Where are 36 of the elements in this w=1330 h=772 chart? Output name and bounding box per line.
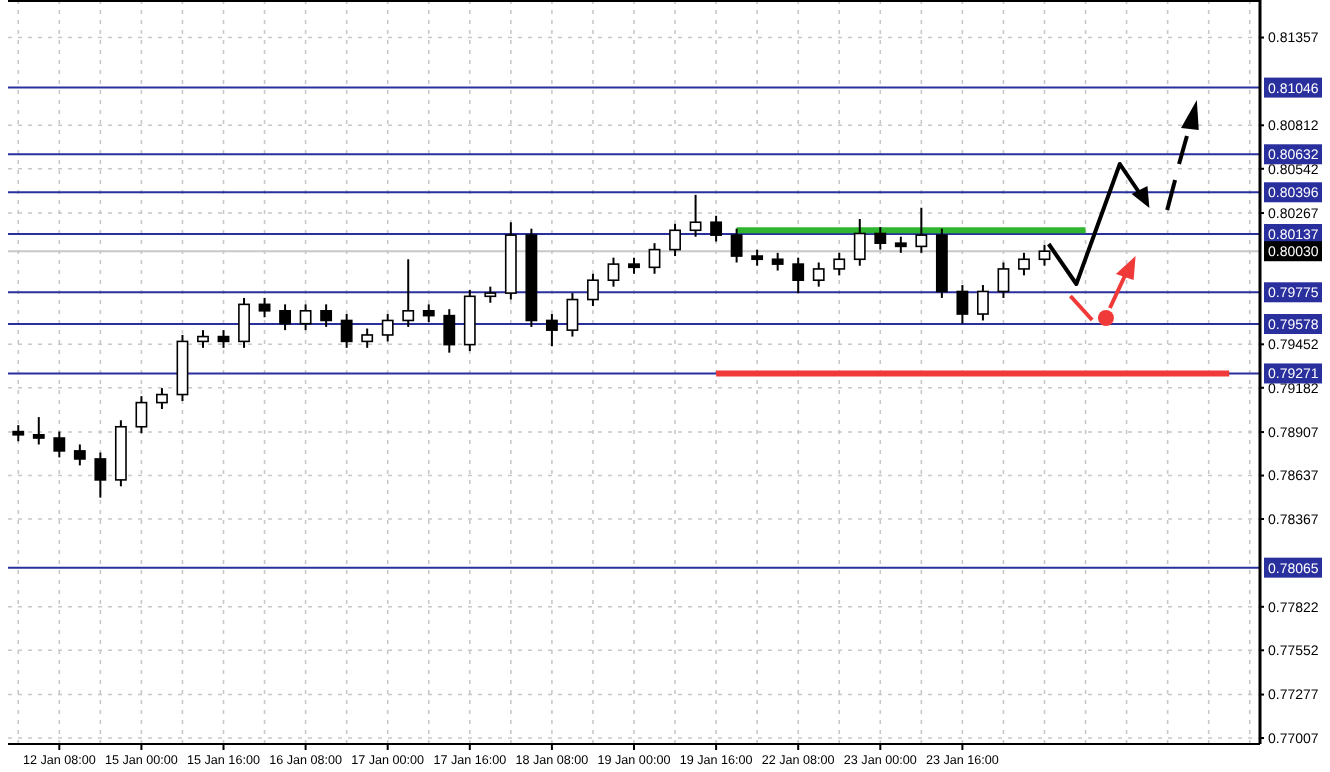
candlestick xyxy=(279,303,292,332)
candlestick xyxy=(545,313,558,348)
candlestick xyxy=(566,292,579,338)
candlestick xyxy=(94,451,107,499)
candlestick xyxy=(340,313,353,349)
candlestick xyxy=(1038,243,1051,267)
candlestick xyxy=(156,387,168,411)
candlestick xyxy=(587,272,599,307)
candlestick xyxy=(299,303,312,332)
candlestick xyxy=(443,308,456,354)
candlestick xyxy=(976,284,989,322)
candlestick xyxy=(812,261,825,288)
candlestick xyxy=(792,256,805,295)
candlestick xyxy=(32,416,45,446)
candlestick xyxy=(853,218,866,267)
candlestick xyxy=(238,296,250,349)
candlestick xyxy=(258,296,271,319)
candlestick xyxy=(135,395,148,435)
candlestick xyxy=(669,222,681,258)
candlestick xyxy=(361,327,374,349)
candlestick xyxy=(997,261,1010,299)
candlestick xyxy=(73,443,86,467)
candlestick xyxy=(689,193,702,238)
candlestick xyxy=(956,284,969,325)
candlestick xyxy=(320,303,333,328)
candlestick xyxy=(53,430,66,459)
candlestick xyxy=(833,251,846,277)
candlestick xyxy=(874,226,887,251)
candlestick xyxy=(648,242,661,275)
candlestick xyxy=(1018,251,1030,277)
candlestick xyxy=(402,258,415,328)
candlestick xyxy=(381,313,394,343)
candlestick xyxy=(915,206,928,254)
candlestick xyxy=(730,227,743,264)
candlestick xyxy=(710,214,723,243)
candlestick xyxy=(607,256,620,288)
